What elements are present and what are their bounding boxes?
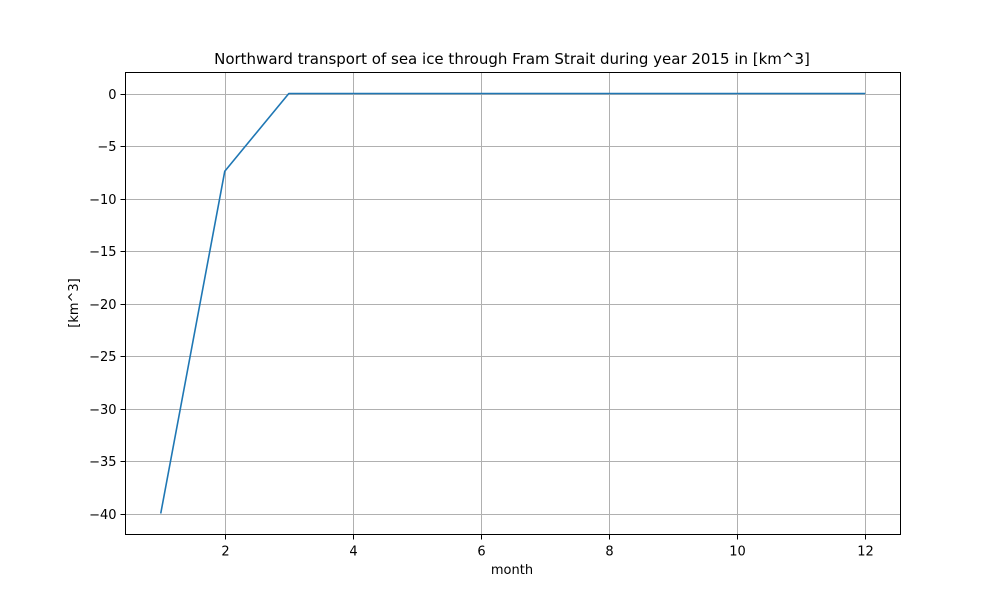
plot-frame bbox=[125, 72, 901, 535]
x-tick-label: 10 bbox=[729, 545, 746, 560]
x-tick-label: 6 bbox=[477, 545, 485, 560]
x-tick-label: 2 bbox=[221, 545, 229, 560]
x-tick-label: 8 bbox=[605, 545, 613, 560]
chart-title: Northward transport of sea ice through F… bbox=[214, 50, 810, 68]
y-tick-label: −35 bbox=[89, 455, 116, 470]
x-axis: 2 4 6 8 10 12 bbox=[221, 534, 874, 560]
y-tick-label: −40 bbox=[89, 508, 116, 523]
y-tick-label: −30 bbox=[89, 403, 116, 418]
y-tick-label: −15 bbox=[89, 245, 116, 260]
y-tick-label: −20 bbox=[89, 298, 116, 313]
series-group bbox=[159, 92, 866, 514]
y-axis: 0 −5 −10 −15 −20 −25 −30 −35 −40 bbox=[89, 88, 126, 523]
grid bbox=[125, 72, 901, 535]
x-axis-label: month bbox=[491, 563, 533, 578]
x-tick-label: 4 bbox=[349, 545, 357, 560]
series-line bbox=[159, 92, 866, 514]
y-tick-label: −5 bbox=[97, 140, 116, 155]
x-tick-label: 12 bbox=[857, 545, 874, 560]
y-axis-label: [km^3] bbox=[67, 278, 82, 328]
y-tick-label: −25 bbox=[89, 350, 116, 365]
y-tick-label: −10 bbox=[89, 193, 116, 208]
y-tick-label: 0 bbox=[108, 88, 116, 103]
